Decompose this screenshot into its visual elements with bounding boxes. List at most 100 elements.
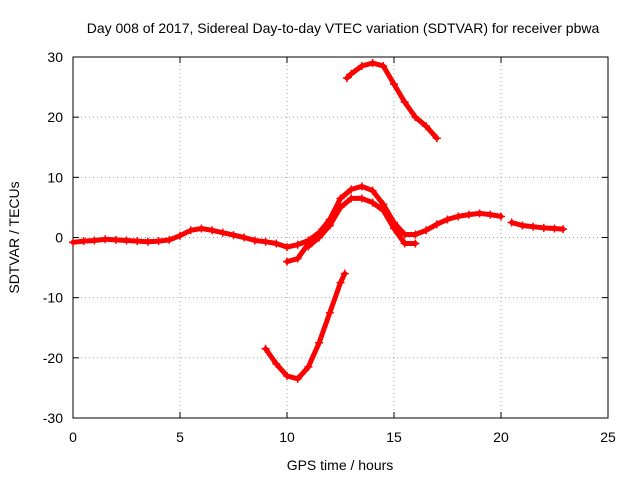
- data-point: [229, 231, 238, 240]
- data-point: [357, 182, 366, 191]
- data-point: [390, 224, 398, 233]
- data-point: [154, 237, 163, 246]
- data-point: [315, 230, 324, 239]
- data-point: [283, 243, 291, 252]
- data-point: [340, 269, 349, 278]
- data-point: [422, 226, 431, 235]
- x-tick-label: 20: [493, 429, 509, 445]
- series-line: [344, 60, 440, 141]
- data-point: [176, 231, 184, 240]
- data-point: [443, 215, 452, 224]
- data-point: [539, 223, 548, 232]
- data-point: [165, 235, 174, 244]
- data-point: [336, 278, 345, 287]
- x-tick-label: 5: [176, 429, 184, 445]
- data-point: [293, 240, 302, 249]
- data-point: [357, 62, 366, 71]
- x-tick-label: 25: [600, 429, 616, 445]
- x-tick-label: 10: [279, 429, 295, 445]
- data-point: [390, 80, 398, 89]
- data-point: [101, 235, 110, 244]
- data-point: [347, 69, 356, 78]
- data-point: [411, 239, 420, 248]
- data-point: [529, 222, 538, 231]
- data-point: [475, 209, 484, 218]
- data-point: [518, 221, 527, 230]
- x-tick-label: 15: [386, 429, 402, 445]
- data-point: [357, 194, 366, 203]
- data-point: [197, 224, 206, 233]
- y-tick-label: -10: [43, 290, 63, 306]
- series-baseline-track: [69, 215, 334, 252]
- chart-title: Day 008 of 2017, Sidereal Day-to-day VTE…: [87, 20, 600, 36]
- data-point: [400, 239, 409, 248]
- data-point: [250, 236, 259, 245]
- series-upper-arc: [342, 59, 441, 143]
- y-tick-label: 30: [47, 49, 63, 65]
- data-point: [379, 62, 388, 71]
- data-point: [208, 226, 217, 235]
- data-point: [186, 226, 195, 235]
- data-point: [411, 230, 420, 239]
- y-tick-label: -20: [43, 350, 63, 366]
- series-line: [70, 216, 333, 250]
- data-point: [454, 212, 463, 221]
- data-point: [283, 257, 291, 266]
- data-point: [293, 374, 302, 383]
- data-point: [133, 237, 142, 246]
- data-point: [111, 235, 120, 244]
- series-midday-bump-alt: [304, 194, 420, 251]
- data-point: [336, 203, 345, 212]
- data-point: [507, 218, 516, 227]
- data-point: [400, 98, 409, 107]
- data-point: [325, 308, 334, 317]
- data-point: [432, 134, 441, 143]
- data-point: [347, 185, 356, 194]
- data-point: [486, 210, 495, 219]
- series-evening-track: [507, 218, 568, 234]
- data-point: [283, 371, 291, 380]
- data-point: [368, 198, 377, 207]
- y-tick-label: 0: [55, 230, 63, 246]
- y-tick-label: 20: [47, 109, 63, 125]
- series-line: [327, 183, 504, 237]
- data-point: [90, 236, 99, 245]
- data-point: [336, 194, 345, 203]
- data-point: [293, 254, 302, 263]
- data-point: [240, 233, 249, 242]
- data-point: [379, 206, 388, 215]
- data-point: [79, 237, 88, 246]
- x-axis-label: GPS time / hours: [287, 457, 394, 473]
- data-point: [218, 228, 227, 237]
- data-point: [143, 237, 152, 246]
- series-lower-arc: [261, 269, 349, 383]
- data-point: [122, 236, 131, 245]
- data-point: [347, 194, 356, 203]
- x-tick-label: 0: [69, 429, 77, 445]
- y-tick-label: 10: [47, 169, 63, 185]
- data-point: [304, 239, 313, 248]
- data-point: [304, 362, 313, 371]
- data-point: [315, 338, 324, 347]
- data-series: [69, 59, 568, 383]
- data-point: [559, 225, 568, 234]
- grid: [73, 57, 608, 418]
- axis-ticks: 0 5 10 15 20 25 -30 -20 -10 0 10 20 30: [43, 49, 616, 445]
- data-point: [368, 59, 377, 68]
- y-axis-label: SDTVAR / TECUs: [6, 181, 22, 293]
- data-point: [400, 230, 409, 239]
- data-point: [432, 220, 441, 229]
- data-point: [411, 113, 420, 122]
- data-point: [325, 221, 334, 230]
- series-dip-arc: [283, 221, 334, 266]
- data-point: [464, 210, 473, 219]
- data-point: [272, 359, 281, 368]
- data-point: [69, 238, 77, 247]
- data-point: [550, 224, 559, 233]
- data-point: [342, 74, 351, 83]
- data-point: [368, 186, 377, 195]
- data-point: [261, 344, 270, 353]
- series-midday-bump: [325, 182, 505, 239]
- data-point: [272, 239, 281, 248]
